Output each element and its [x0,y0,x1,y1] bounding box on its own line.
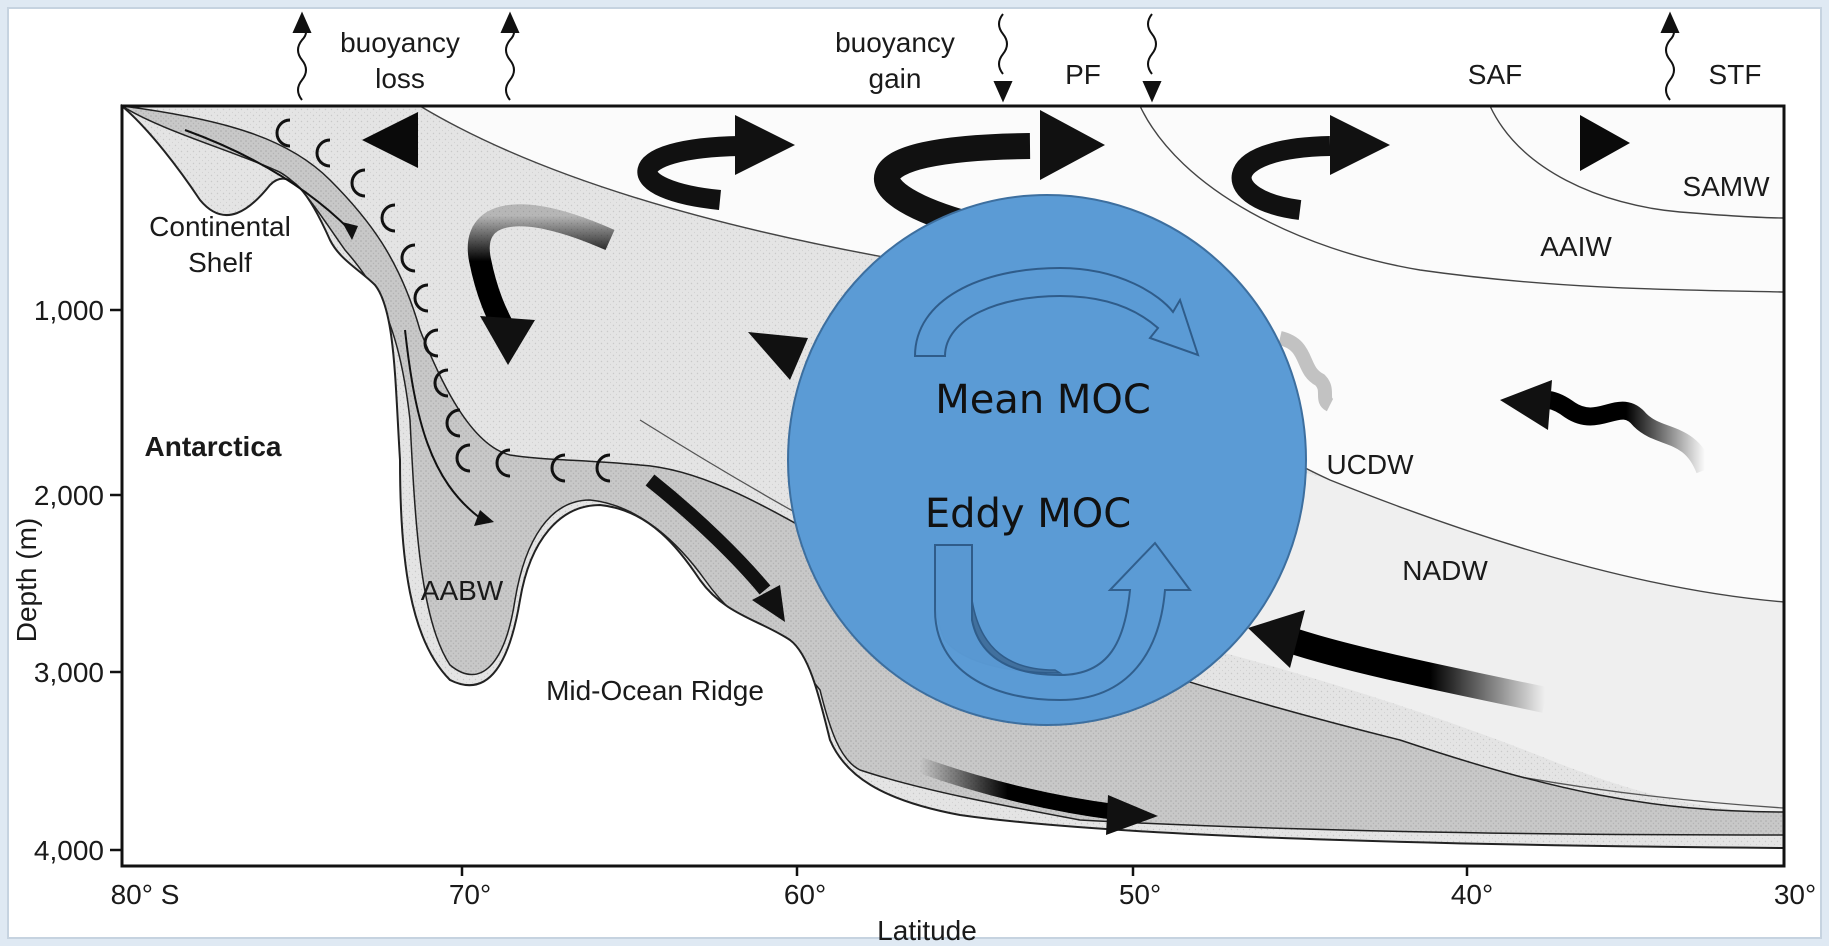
aaiw-label: AAIW [1540,231,1612,262]
shelf-flow-line-1 [184,129,351,231]
loss-arrowhead-2 [500,11,520,33]
surface-arrow-curl-2 [874,110,1105,238]
loss-arrowhead-3 [1660,11,1680,33]
moc-overlay: Mean MOC Eddy MOC [787,194,1307,726]
nadw-label: NADW [1402,555,1488,586]
loss-arrow-3 [1665,23,1675,101]
bottom-arrow-1 [645,474,785,622]
surface-arrow-curl-1 [637,115,795,210]
gain-arrow-1 [998,13,1008,75]
y-tick-2000: 2,000 [34,480,104,511]
eddy-moc-label: Eddy MOC [925,491,1131,537]
gain-arrow-2 [1147,13,1157,75]
mean-moc-label: Mean MOC [935,377,1151,423]
isoline-2 [1139,105,1785,293]
ucdw-squiggle-fragment [1277,331,1335,412]
continental-shelf-label-line2: Shelf [188,247,252,278]
mean-moc-arrow [913,266,1200,357]
shelf-flow-arrowhead-2 [474,510,494,526]
surface-arrow-curl-3 [1231,115,1390,220]
x-tick-40: 40° [1451,879,1493,910]
buoyancy-loss-label-line2: loss [375,63,425,94]
bottom-arrow-2 [917,757,1158,835]
slope-eddies [275,118,611,483]
y-tick-3000: 3,000 [34,657,104,688]
antarctica-label: Antarctica [145,431,282,462]
y-axis-label: Depth (m) [11,518,42,642]
ucdw-squiggle-arrow [1500,380,1714,474]
y-tick-4000: 4,000 [34,835,104,866]
stf-label: STF [1709,59,1762,90]
loss-arrow-1 [297,23,307,101]
upper-water-region [420,106,1784,602]
gain-arrowhead-2 [1142,81,1162,103]
aabw-label: AABW [421,575,504,606]
x-tick-70: 70° [449,879,491,910]
x-axis-label: Latitude [877,915,977,946]
deep-arrow-mid [748,332,808,380]
buoyancy-loss-label-line1: buoyancy [340,27,460,58]
downwelling-arrow [467,204,615,365]
samw-label: SAMW [1682,171,1770,202]
continental-shelf-label-line1: Continental [149,211,291,242]
x-tick-60: 60° [784,879,826,910]
buoyancy-gain-label-line2: gain [869,63,922,94]
saf-label: SAF [1468,59,1522,90]
x-tick-30: 30° [1774,879,1816,910]
axis-ticks [110,308,1469,876]
y-tick-1000: 1,000 [34,295,104,326]
x-tick-80s: 80° S [111,879,180,910]
nadw-inflow-arrow [1248,610,1548,713]
loss-arrow-2 [505,23,515,101]
shelf-flow-line-2 [404,329,481,519]
eddy-moc-arrow-tail [934,541,1192,702]
buoyancy-gain-label-line1: buoyancy [835,27,955,58]
ucdw-label: UCDW [1326,449,1414,480]
shelf-flow-arrowhead-1 [342,222,358,240]
surface-arrow-right [1445,115,1630,171]
gain-arrowhead-1 [993,81,1013,103]
plot-frame [120,104,1786,868]
mid-ocean-ridge-label: Mid-Ocean Ridge [546,675,764,706]
x-tick-50: 50° [1119,879,1161,910]
loss-arrowhead-1 [292,11,312,33]
buoyancy-flux-arrows [292,11,1680,103]
surface-arrow-left [362,112,545,168]
pf-label: PF [1065,59,1101,90]
